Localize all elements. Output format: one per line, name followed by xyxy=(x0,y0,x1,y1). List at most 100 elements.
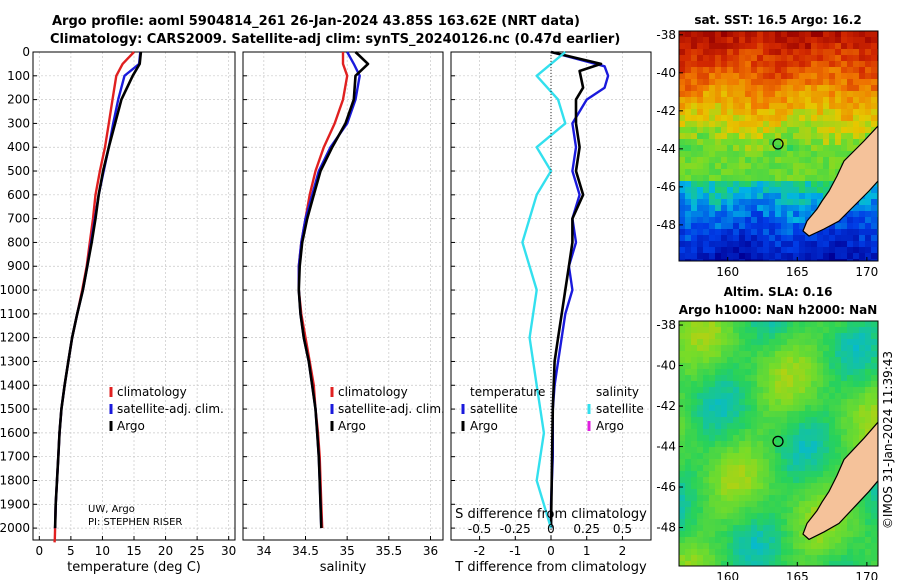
map-cell xyxy=(787,525,794,532)
map-cell xyxy=(715,157,722,164)
map-cell xyxy=(763,363,770,370)
map-cell xyxy=(703,459,710,466)
map-cell xyxy=(763,55,770,62)
map-cell xyxy=(709,447,716,454)
map-cell xyxy=(841,423,848,430)
map-cell xyxy=(835,97,842,104)
map-cell xyxy=(781,495,788,502)
map-cell xyxy=(763,459,770,466)
map-cell xyxy=(775,483,782,490)
map-cell xyxy=(745,37,752,44)
map-cell xyxy=(805,537,812,544)
map-cell xyxy=(679,121,686,128)
map-cell xyxy=(733,519,740,526)
map-cell xyxy=(829,253,836,260)
map-cell xyxy=(679,549,686,556)
map-cell xyxy=(745,151,752,158)
map-cell xyxy=(745,175,752,182)
map-cell xyxy=(853,405,860,412)
map-cell xyxy=(859,121,866,128)
map-cell xyxy=(745,531,752,538)
map-cell xyxy=(769,79,776,86)
map-cell xyxy=(745,549,752,556)
map-cell xyxy=(685,103,692,110)
map-cell xyxy=(751,495,758,502)
map-cell xyxy=(781,453,788,460)
map-cell xyxy=(823,169,830,176)
legend-label: Argo xyxy=(117,419,145,433)
map-cell xyxy=(679,543,686,550)
map-cell xyxy=(685,411,692,418)
map-cell xyxy=(811,79,818,86)
map-cell xyxy=(769,327,776,334)
map-cell xyxy=(703,489,710,496)
map-cell xyxy=(691,49,698,56)
map-cell xyxy=(679,37,686,44)
map-cell xyxy=(679,109,686,116)
map-cell xyxy=(703,411,710,418)
map-cell xyxy=(757,49,764,56)
map-cell xyxy=(793,109,800,116)
map-cell xyxy=(685,549,692,556)
map-cell xyxy=(817,351,824,358)
map-cell xyxy=(715,205,722,212)
map-cell xyxy=(829,381,836,388)
map-cell xyxy=(775,477,782,484)
map-cell xyxy=(805,109,812,116)
map-cell xyxy=(739,115,746,122)
map-cell xyxy=(799,109,806,116)
map-cell xyxy=(787,157,794,164)
map-cell xyxy=(811,61,818,68)
map-cell xyxy=(799,181,806,188)
map-cell xyxy=(793,217,800,224)
map-cell xyxy=(727,387,734,394)
map-cell xyxy=(745,435,752,442)
map-cell xyxy=(823,187,830,194)
map-cell xyxy=(805,339,812,346)
map-cell xyxy=(751,471,758,478)
map-cell xyxy=(871,217,878,224)
map-cell xyxy=(799,151,806,158)
map-cell xyxy=(727,241,734,248)
map-cell xyxy=(865,375,872,382)
map-cell xyxy=(763,495,770,502)
map-cell xyxy=(709,381,716,388)
map-cell xyxy=(757,477,764,484)
map-cell xyxy=(703,199,710,206)
map-cell xyxy=(769,217,776,224)
y-tick-label: 2000 xyxy=(0,521,30,535)
map-cell xyxy=(745,483,752,490)
map-cell xyxy=(697,345,704,352)
map-cell xyxy=(727,525,734,532)
map-cell xyxy=(703,327,710,334)
map-cell xyxy=(823,441,830,448)
map-cell xyxy=(787,55,794,62)
map-cell xyxy=(691,31,698,38)
map-cell xyxy=(805,193,812,200)
map-cell xyxy=(691,61,698,68)
y-tick-label: 1500 xyxy=(0,402,30,416)
map-cell xyxy=(745,321,752,328)
map-cell xyxy=(733,381,740,388)
map-cell xyxy=(685,73,692,80)
map-cell xyxy=(781,91,788,98)
map-cell xyxy=(745,193,752,200)
map-cell xyxy=(769,441,776,448)
map-cell xyxy=(787,495,794,502)
map-cell xyxy=(865,339,872,346)
map-cell xyxy=(787,321,794,328)
map-cell xyxy=(835,327,842,334)
map-cell xyxy=(823,405,830,412)
map-cell xyxy=(721,187,728,194)
map-cell xyxy=(757,513,764,520)
map-cell xyxy=(757,139,764,146)
map-cell xyxy=(685,429,692,436)
y-tick-label: 1000 xyxy=(0,283,30,297)
map-cell xyxy=(781,211,788,218)
map-cell xyxy=(781,235,788,242)
map-cell xyxy=(829,417,836,424)
sst-x-tick-label: 160 xyxy=(716,265,739,279)
map-cell xyxy=(763,543,770,550)
map-cell xyxy=(703,375,710,382)
map-cell xyxy=(781,199,788,206)
